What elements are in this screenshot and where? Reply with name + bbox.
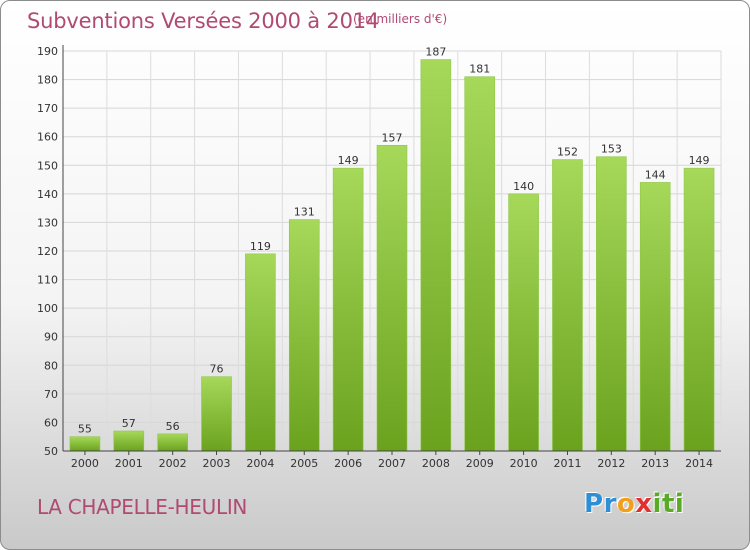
bar-value-label: 149 [338, 154, 359, 167]
bar-2004[interactable] [245, 253, 276, 452]
bar-2007[interactable] [376, 144, 408, 452]
commune-name: LA CHAPELLE-HEULIN [37, 495, 248, 519]
x-tick-label: 2002 [159, 457, 187, 470]
y-tick-label: 70 [44, 388, 58, 401]
y-tick-label: 60 [44, 416, 58, 429]
y-tick-label: 100 [37, 302, 58, 315]
y-tick-label: 110 [37, 274, 58, 287]
bar-value-label: 152 [557, 146, 578, 159]
bar-value-label: 55 [78, 423, 92, 436]
bar-2008[interactable] [420, 59, 452, 452]
y-tick-label: 80 [44, 359, 58, 372]
x-tick-label: 2008 [422, 457, 450, 470]
y-tick-label: 150 [37, 159, 58, 172]
y-tick-label: 190 [37, 45, 58, 58]
bar-value-label: 149 [689, 154, 710, 167]
y-tick-label: 120 [37, 245, 58, 258]
x-tick-label: 2005 [290, 457, 318, 470]
bar-2012[interactable] [596, 156, 627, 452]
bar-2011[interactable] [552, 159, 583, 452]
x-tick-label: 2007 [378, 457, 406, 470]
y-tick-label: 170 [37, 102, 58, 115]
logo-letter: P [584, 489, 604, 519]
bar-value-label: 76 [210, 363, 224, 376]
bar-value-label: 56 [166, 420, 180, 433]
chart-title: Subventions Versées 2000 à 2014 [27, 9, 380, 33]
logo-letter: r [603, 489, 617, 519]
x-tick-label: 2011 [553, 457, 581, 470]
bar-value-label: 131 [294, 206, 315, 219]
x-tick-label: 2012 [597, 457, 625, 470]
bar-2001[interactable] [113, 430, 145, 452]
bar-value-label: 157 [382, 131, 403, 144]
x-tick-label: 2001 [115, 457, 143, 470]
x-tick-label: 2009 [466, 457, 494, 470]
bar-value-label: 181 [469, 63, 490, 76]
logo-letter: i [652, 489, 662, 519]
y-tick-label: 140 [37, 188, 58, 201]
bar-value-label: 153 [601, 143, 622, 156]
bar-value-label: 119 [250, 240, 271, 253]
y-tick-label: 160 [37, 131, 58, 144]
logo-letter: x [635, 489, 653, 519]
chart-subtitle: (en milliers d'€) [353, 12, 448, 26]
x-tick-label: 2003 [203, 457, 231, 470]
x-tick-label: 2010 [510, 457, 538, 470]
x-tick-label: 2006 [334, 457, 362, 470]
x-tick-label: 2000 [71, 457, 99, 470]
y-tick-label: 180 [37, 74, 58, 87]
logo-letter: t [661, 489, 675, 519]
bar-2003[interactable] [201, 376, 232, 452]
bar-value-label: 57 [122, 417, 136, 430]
bar-2002[interactable] [157, 433, 188, 452]
bar-2010[interactable] [508, 193, 539, 452]
logo-letter: i [674, 489, 685, 519]
bar-2013[interactable] [639, 182, 671, 452]
x-tick-label: 2004 [246, 457, 274, 470]
bar-2009[interactable] [464, 76, 496, 452]
bar-2006[interactable] [332, 167, 364, 452]
bar-value-label: 144 [645, 168, 666, 181]
bar-value-label: 187 [425, 46, 446, 59]
logo-letter: o [616, 489, 636, 519]
bar-2014[interactable] [683, 167, 715, 452]
bar-value-label: 140 [513, 180, 534, 193]
proxiti-logo[interactable]: Proxiti [584, 489, 684, 519]
y-tick-label: 90 [44, 331, 58, 344]
x-tick-label: 2013 [641, 457, 669, 470]
y-tick-label: 130 [37, 216, 58, 229]
bar-2000[interactable] [69, 436, 101, 452]
x-tick-label: 2014 [685, 457, 713, 470]
bar-chart: 50 60 70 80 90 100 110 120 130 140 150 160 170 180 190… [37, 45, 722, 470]
y-tick-label: 50 [44, 445, 58, 458]
bar-2005[interactable] [288, 219, 320, 452]
